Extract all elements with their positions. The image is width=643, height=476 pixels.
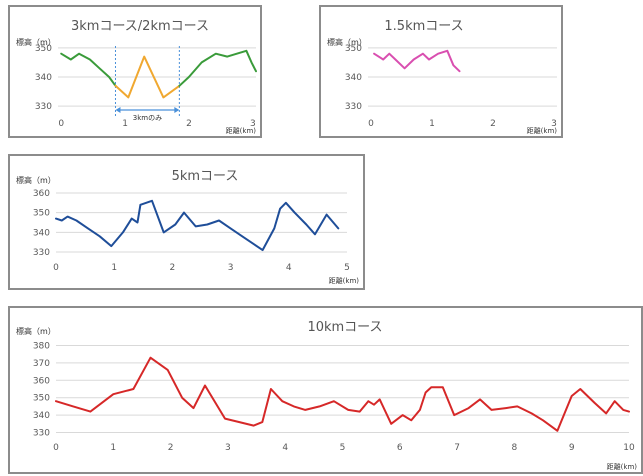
x-axis-label: 距離(km): [329, 276, 360, 285]
y-tick-label: 330: [345, 102, 362, 112]
x-tick-label: 6: [397, 443, 403, 453]
x-tick-label: 9: [569, 443, 575, 453]
x-tick-label: 0: [368, 119, 374, 129]
x-tick-label: 1: [110, 443, 116, 453]
x-tick-label: 2: [168, 443, 174, 453]
annotation-arrowhead-right: [174, 107, 180, 113]
series-line: [55, 356, 630, 432]
x-tick-label: 10: [623, 443, 635, 453]
y-tick-label: 350: [35, 44, 52, 54]
x-axis-label: 距離(km): [607, 462, 638, 471]
chart-panel-10km: 10kmコース 標高（m） 距離(km) 330 340 350 360 370 380 0…: [8, 306, 643, 474]
y-tick-label: 360: [33, 189, 50, 199]
chart-panel-3km: 3kmコース/2kmコース 標高（m） 距離(km) 330 340 350 0 1 2 3…: [8, 5, 262, 138]
y-tick-label: 330: [35, 102, 52, 112]
annotation-label: 3kmのみ: [133, 114, 162, 122]
x-tick-label: 2: [490, 119, 496, 129]
annotation-arrowhead-left: [115, 107, 121, 113]
series-line: [55, 199, 340, 252]
y-tick-label: 350: [33, 394, 50, 404]
x-tick-label: 0: [53, 263, 59, 273]
series-line: [373, 49, 461, 73]
series-line: [178, 49, 257, 87]
x-tick-label: 8: [512, 443, 518, 453]
y-tick-label: 340: [33, 411, 50, 421]
chart-title: 5kmコース: [172, 169, 239, 184]
x-tick-label: 5: [344, 263, 350, 273]
x-tick-label: 5: [340, 443, 346, 453]
x-tick-label: 0: [58, 119, 64, 129]
x-tick-label: 3: [250, 119, 256, 129]
plot-area: 330 340 350 0 1 2 3: [345, 44, 557, 129]
chart-panel-5km: 5kmコース 標高（m） 距離(km) 330 340 350 360 0 1 2 3 4 5: [8, 154, 365, 290]
x-tick-label: 2: [186, 119, 192, 129]
y-tick-label: 350: [33, 209, 50, 219]
y-tick-label: 340: [33, 228, 50, 238]
chart-5km: 5kmコース 標高（m） 距離(km) 330 340 350 360 0 1 2 3 4 5: [16, 169, 360, 285]
x-tick-label: 4: [282, 443, 288, 453]
y-tick-label: 360: [33, 376, 50, 386]
series-line: [60, 52, 117, 87]
y-tick-label: 380: [33, 341, 50, 351]
y-tick-label: 330: [33, 429, 50, 439]
y-tick-label: 330: [33, 248, 50, 258]
plot-area: 330 340 350 360 370 380 0 1 2 3 4 5 6 7 8 9 10: [33, 341, 635, 453]
chart-title: 3kmコース/2kmコース: [71, 19, 209, 34]
y-axis-label: 標高（m）: [16, 175, 56, 185]
x-tick-label: 3: [228, 263, 234, 273]
x-tick-label: 3: [551, 119, 557, 129]
chart-10km: 10kmコース 標高（m） 距離(km) 330 340 350 360 370 380 0…: [16, 320, 638, 471]
x-tick-label: 1: [111, 263, 117, 273]
x-tick-label: 0: [53, 443, 59, 453]
x-tick-label: 2: [170, 263, 176, 273]
x-axis-label: 距離(km): [527, 126, 558, 135]
y-axis-label: 標高（m）: [16, 37, 56, 47]
y-tick-label: 340: [35, 73, 52, 83]
chart-1-5km: 1.5kmコース 標高（m） 距離(km) 330 340 350 0 1 2 3: [327, 19, 558, 135]
y-axis-label: 標高（m）: [16, 326, 56, 336]
x-axis-label: 距離(km): [226, 126, 257, 135]
y-axis-label: 標高（m）: [327, 37, 367, 47]
chart-title: 1.5kmコース: [384, 19, 463, 34]
series-line: [114, 55, 181, 99]
x-tick-label: 3: [225, 443, 231, 453]
plot-area: 330 340 350 0 1 2 3 3kmのみ: [35, 44, 257, 129]
plot-area: 330 340 350 360 0 1 2 3 4 5: [33, 189, 350, 273]
chart-title: 10kmコース: [307, 320, 382, 335]
x-tick-label: 4: [286, 263, 292, 273]
y-tick-label: 370: [33, 359, 50, 369]
chart-panel-1-5km: 1.5kmコース 標高（m） 距離(km) 330 340 350 0 1 2 3: [319, 5, 563, 138]
x-tick-label: 1: [122, 119, 128, 129]
x-tick-label: 1: [429, 119, 435, 129]
y-tick-label: 340: [345, 73, 362, 83]
y-tick-label: 350: [345, 44, 362, 54]
x-tick-label: 7: [454, 443, 460, 453]
